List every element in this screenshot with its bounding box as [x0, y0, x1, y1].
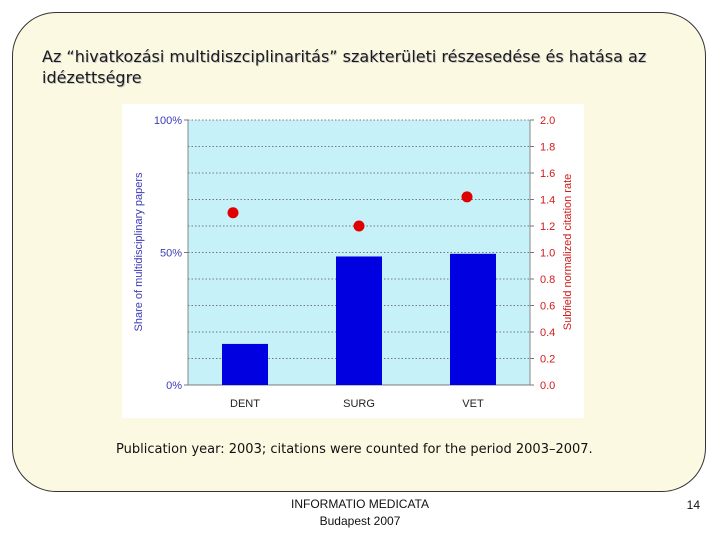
y-axis-label: Share of multidisciplinary papers	[133, 172, 145, 331]
bar-vet	[450, 253, 496, 385]
right-tick-label: 0.0	[540, 380, 555, 392]
right-tick-label: 0.6	[540, 301, 555, 313]
footer-line-2: Budapest 2007	[319, 514, 401, 528]
right-tick-label: 1.8	[540, 142, 555, 154]
bar-surg	[336, 256, 382, 385]
footer-line-1: INFORMATIO MEDICATA	[291, 497, 429, 511]
bars	[222, 253, 496, 385]
chart-caption: Publication year: 2003; citations were c…	[116, 442, 593, 457]
right-axis-ticks: 0.0 0.2 0.4 0.6 0.8 1.0 1.2 1.4 1.6 1.8 2.0	[530, 115, 555, 392]
x-tick-label: SURG	[343, 398, 375, 410]
point-surg	[353, 220, 365, 232]
right-tick-label: 1.2	[540, 221, 555, 233]
page-number: 14	[686, 498, 700, 512]
x-tick-label: DENT	[230, 398, 260, 410]
left-tick-label: 100%	[154, 115, 182, 127]
right-tick-label: 2.0	[540, 115, 555, 127]
right-tick-label: 0.2	[540, 354, 555, 366]
y2-axis-label: Subfield normalized citation rate	[562, 174, 574, 331]
citation-rate-points	[227, 191, 473, 232]
left-axis-ticks: 0% 50% 100%	[154, 115, 188, 392]
x-tick-label: VET	[462, 398, 484, 410]
right-tick-label: 1.6	[540, 168, 555, 180]
slide-title: Az “hivatkozási multidiszciplinaritás” s…	[42, 47, 647, 87]
footer: INFORMATIO MEDICATA Budapest 2007	[260, 496, 460, 530]
right-tick-label: 0.8	[540, 274, 555, 286]
point-vet	[461, 191, 473, 203]
chart: 0% 50% 100% 0.0 0.2 0.4 0.6 0.8 1.0 1.2 1.4 1.6 1.8…	[122, 104, 584, 418]
left-tick-label: 0%	[166, 380, 182, 392]
x-axis-ticks: DENT SURG VET	[230, 398, 484, 410]
point-dent	[227, 207, 239, 219]
right-tick-label: 1.4	[540, 195, 555, 207]
bar-dent	[222, 343, 268, 385]
right-tick-label: 0.4	[540, 327, 555, 339]
left-tick-label: 50%	[160, 248, 182, 260]
right-tick-label: 1.0	[540, 248, 555, 260]
